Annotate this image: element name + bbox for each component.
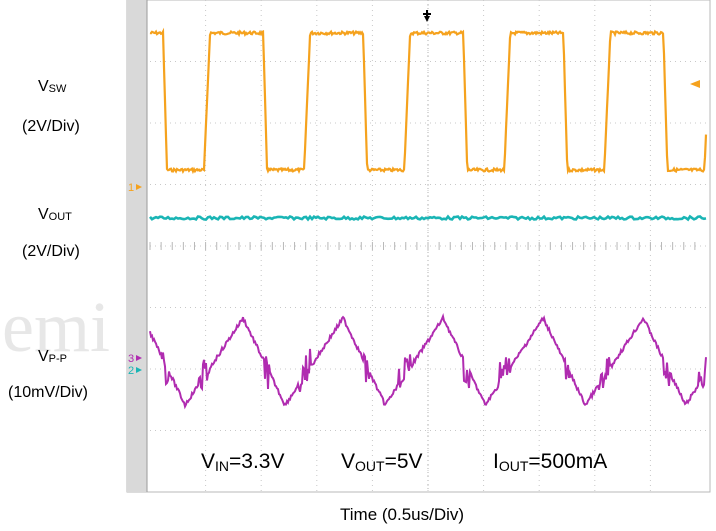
ch1-marker-label: 1 [128, 182, 134, 194]
graticule [149, 0, 706, 492]
trigger-level-marker [690, 80, 700, 88]
vsw-scale-label: (2V/Div) [22, 118, 80, 135]
condition-vout: VOUT=5V [341, 450, 423, 474]
vpp-trace [149, 313, 707, 410]
ch1-marker-arrow [136, 184, 142, 190]
vout-label: VOUT [38, 206, 72, 223]
ch3-marker-label: 3 [128, 353, 134, 365]
x-axis-label: Time (0.5us/Div) [340, 505, 465, 524]
vsw-trace [149, 27, 708, 175]
ch2-marker-label: 2 [128, 365, 134, 377]
watermark: emi [2, 287, 110, 367]
trigger-position-marker [424, 16, 430, 22]
ch2-marker-arrow [136, 367, 142, 373]
vout-trace [149, 214, 707, 222]
vpp-label: VP-P [38, 348, 68, 365]
condition-iout: IOUT=500mA [493, 450, 608, 474]
ch3-marker-arrow [136, 355, 142, 361]
scope-left-bezel [127, 0, 147, 492]
scope-screen [126, 0, 711, 493]
vsw-label: VSW [38, 78, 67, 95]
vout-scale-label: (2V/Div) [22, 243, 80, 260]
vpp-scale-label: (10mV/Div) [8, 384, 89, 401]
condition-vin: VIN=3.3V [201, 450, 285, 474]
